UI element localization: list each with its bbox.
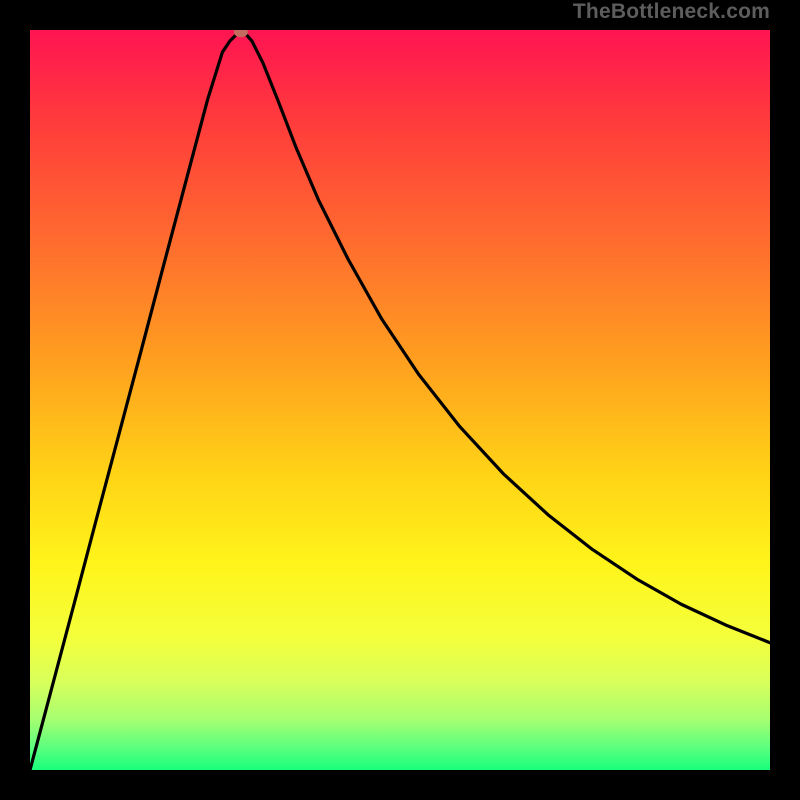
attribution-text: TheBottleneck.com bbox=[573, 0, 770, 24]
bottleneck-curve bbox=[30, 32, 770, 770]
chart-frame: TheBottleneck.com bbox=[0, 0, 800, 800]
plot-area bbox=[30, 30, 770, 770]
curve-layer bbox=[30, 30, 770, 770]
